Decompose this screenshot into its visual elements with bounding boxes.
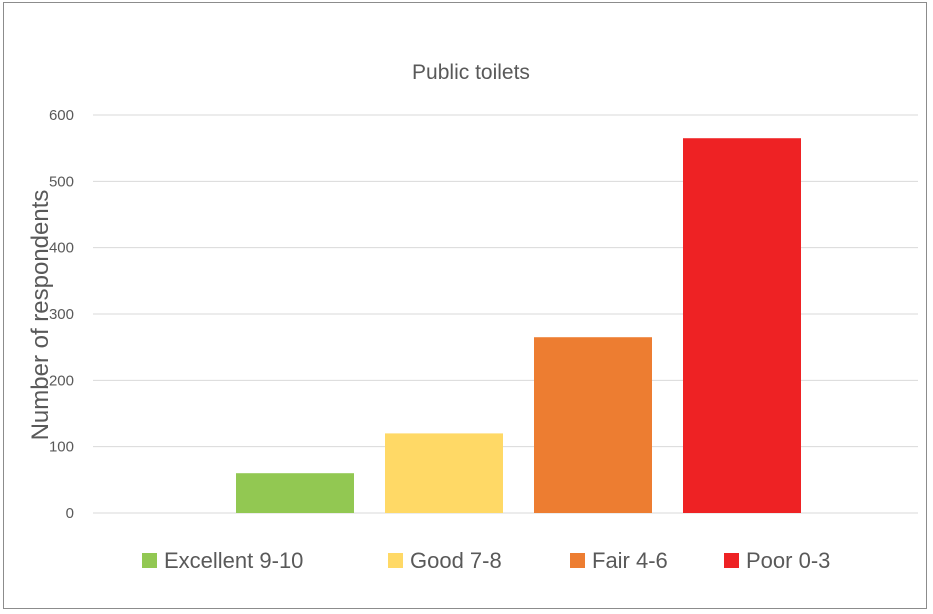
chart-frame: 0 100 200 300 400 500 600 Public toilets Numbe… [3, 2, 927, 609]
legend-swatch-fair [570, 553, 585, 568]
y-tick-label: 600 [49, 107, 74, 124]
bar-fair [534, 337, 652, 513]
y-tick-label: 200 [49, 372, 74, 389]
legend-label-poor: Poor 0-3 [746, 548, 830, 573]
y-tick-label: 0 [66, 505, 74, 522]
legend-label-excellent: Excellent 9-10 [164, 548, 303, 573]
y-axis-title: Number of respondents [27, 190, 54, 441]
legend-label-good: Good 7-8 [410, 548, 502, 573]
legend-label-fair: Fair 4-6 [592, 548, 668, 573]
y-tick-label: 300 [49, 306, 74, 323]
legend-swatch-poor [724, 553, 739, 568]
y-tick-label: 500 [49, 173, 74, 190]
bar-excellent [236, 473, 354, 513]
bar-good [385, 433, 503, 513]
y-tick-label: 100 [49, 439, 74, 456]
y-tick-labels: 0 100 200 300 400 500 600 [49, 107, 74, 522]
legend-swatch-excellent [142, 553, 157, 568]
y-tick-label: 400 [49, 240, 74, 257]
bars-group [236, 138, 801, 513]
chart-title: Public toilets [412, 61, 530, 84]
grid-group [93, 114, 918, 514]
legend-swatch-good [388, 553, 403, 568]
bar-poor [683, 138, 801, 513]
chart-svg: 0 100 200 300 400 500 600 Public toilets Numbe… [27, 61, 918, 573]
legend: Excellent 9-10 Good 7-8 Fair 4-6 Poor 0-3 [142, 548, 830, 573]
